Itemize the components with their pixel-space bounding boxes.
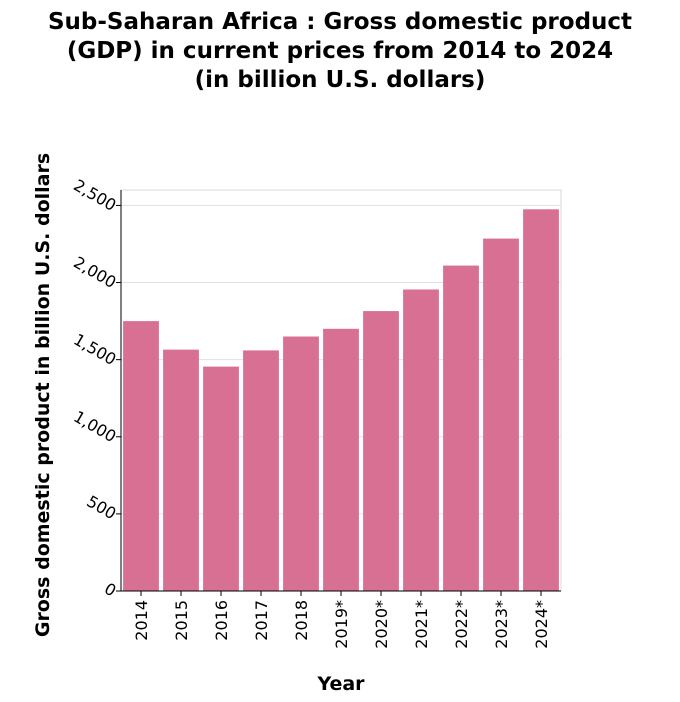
bars xyxy=(123,209,559,591)
x-axis-title: Year xyxy=(316,673,365,695)
bar xyxy=(483,238,519,591)
x-tick-label: 2014 xyxy=(132,600,151,641)
axes xyxy=(116,189,562,596)
y-tick-label: 2,500 xyxy=(70,176,119,215)
bar xyxy=(203,366,239,591)
chart-title-line-2: (GDP) in current prices from 2014 to 202… xyxy=(66,38,614,64)
bar xyxy=(243,350,279,591)
bar xyxy=(523,209,559,591)
x-tick-label: 2023* xyxy=(492,600,511,649)
bar xyxy=(363,311,399,591)
x-tick-label: 2021* xyxy=(412,600,431,649)
bar xyxy=(323,328,359,591)
bar xyxy=(283,336,319,591)
bar xyxy=(123,321,159,591)
y-axis-title: Gross domestic product in billion U.S. d… xyxy=(32,153,54,637)
bar xyxy=(163,349,199,591)
x-tick-label: 2016 xyxy=(212,600,231,641)
x-tick-label: 2022* xyxy=(452,600,471,649)
y-tick-label: 1,000 xyxy=(70,407,119,446)
y-tick-label: 500 xyxy=(84,492,120,524)
x-tick-label: 2024* xyxy=(532,600,551,649)
x-tick-label: 2020* xyxy=(372,600,391,649)
y-tick-label: 0 xyxy=(101,579,119,601)
y-tick-labels: 0 500 1,000 1,500 2,000 2,500 xyxy=(70,176,119,601)
y-tick-label: 1,500 xyxy=(70,330,119,369)
x-tick-label: 2017 xyxy=(252,600,271,641)
x-tick-label: 2015 xyxy=(172,600,191,641)
x-tick-labels: 2014 2015 2016 2017 2018 2019* 2020* 2021* 2022*… xyxy=(132,600,551,649)
x-tick-label: 2019* xyxy=(332,600,351,649)
chart-title: Sub-Saharan Africa : Gross domestic prod… xyxy=(0,8,680,95)
x-tick-label: 2018 xyxy=(292,600,311,641)
bar xyxy=(443,265,479,591)
chart-title-line-3: (in billion U.S. dollars) xyxy=(194,67,486,93)
chart-title-line-1: Sub-Saharan Africa : Gross domestic prod… xyxy=(47,9,633,35)
bar xyxy=(403,289,439,591)
y-tick-label: 2,000 xyxy=(70,253,119,292)
